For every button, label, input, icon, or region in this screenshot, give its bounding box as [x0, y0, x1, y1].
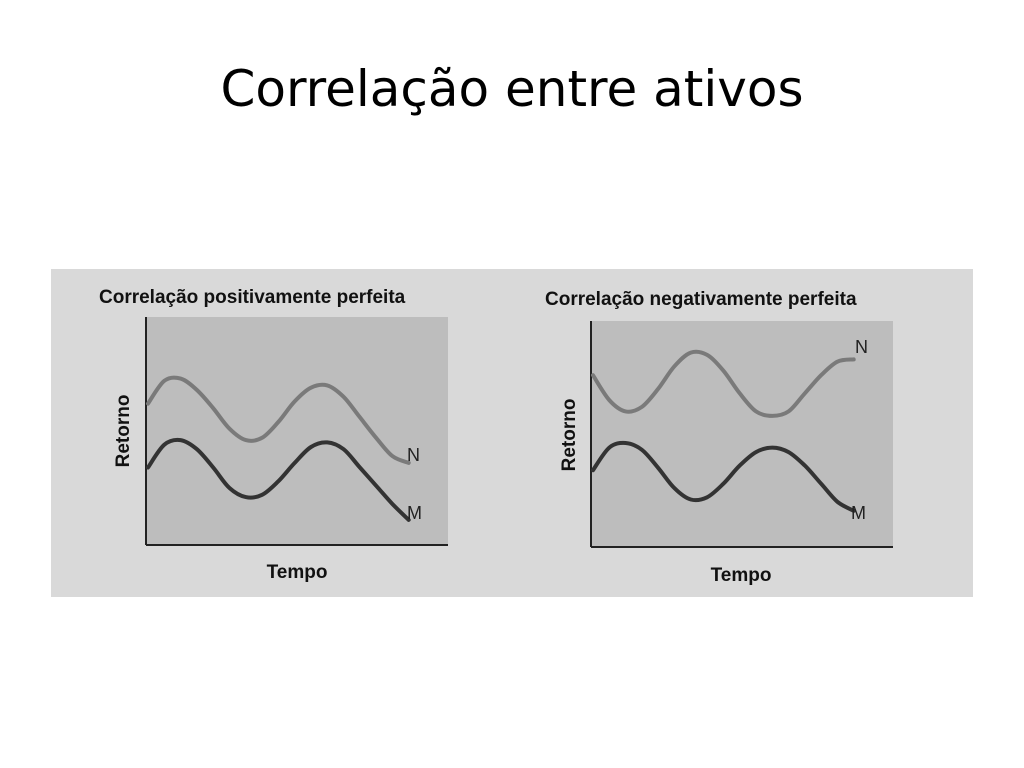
series-line-n: [591, 349, 856, 418]
series-label-n: N: [855, 337, 868, 357]
series-line-m: [146, 437, 411, 522]
slide-title: Correlação entre ativos: [220, 60, 804, 118]
series-label-m: M: [407, 503, 422, 523]
x-axis-label: Tempo: [267, 562, 328, 583]
series-line-n: [146, 375, 411, 465]
x-axis-label: Tempo: [711, 565, 772, 586]
y-axis-label: Retorno: [559, 399, 580, 472]
figure-panel: Correlação positivamente perfeita Retorn…: [51, 269, 973, 597]
chart-positive: Correlação positivamente perfeita Retorn…: [99, 287, 448, 583]
plot-area: [146, 317, 448, 545]
charts-svg: Correlação positivamente perfeita Retorn…: [99, 287, 893, 586]
chart-negative: Correlação negativamente perfeita Retorn…: [545, 289, 893, 586]
chart-title: Correlação positivamente perfeita: [99, 287, 406, 308]
chart-title: Correlação negativamente perfeita: [545, 289, 857, 310]
y-axis-label: Retorno: [113, 395, 134, 468]
plot-area: [591, 321, 893, 547]
series-line-m: [591, 440, 856, 513]
series-label-n: N: [407, 445, 420, 465]
series-label-m: M: [851, 503, 866, 523]
